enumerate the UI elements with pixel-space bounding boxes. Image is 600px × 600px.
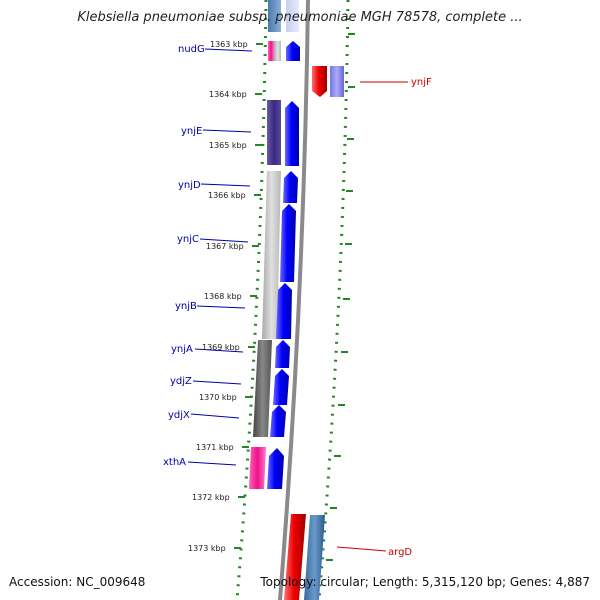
gene-ynjF[interactable]	[312, 66, 344, 97]
gene-ynjB-arrow[interactable]	[276, 283, 292, 339]
ruler-tick-label: 1364 kbp	[209, 90, 247, 99]
gene-xthA-block-pink	[249, 447, 266, 489]
feature-block-top-steel	[268, 0, 281, 32]
gene-ynjE-arrow	[285, 101, 299, 166]
map-title: Klebsiella pneumoniae subsp. pneumoniae …	[77, 10, 523, 25]
gene-argD[interactable]	[284, 514, 325, 600]
gene-label-argD[interactable]: argD	[388, 547, 412, 558]
gene-label-ynjB[interactable]: ynjB	[175, 301, 197, 312]
gene-labels: nudG ynjF ynjE ynjD ynjC ynjB ynjA ydjZ …	[163, 44, 432, 558]
ruler-tick-label: 1371 kbp	[196, 443, 234, 452]
gene-ynjF-arrow	[312, 66, 327, 97]
ruler-tick-label: 1372 kbp	[192, 493, 230, 502]
ruler-tick-label: 1365 kbp	[209, 141, 247, 150]
gene-ynjE-block-purple	[267, 100, 281, 165]
gene-ynjF-block-lavender	[330, 66, 344, 97]
ruler-tick-label: 1367 kbp	[206, 242, 244, 251]
gene-label-leaders	[187, 48, 408, 552]
gene-ynjD-arrow[interactable]	[283, 171, 298, 203]
gene-label-ynjF[interactable]: ynjF	[411, 77, 432, 88]
gene-nudG[interactable]	[268, 41, 300, 61]
ruler-tick-label: 1366 kbp	[208, 191, 246, 200]
gene-xthA[interactable]	[249, 447, 284, 489]
gene-label-ynjD[interactable]: ynjD	[178, 180, 201, 191]
gene-label-ynjA[interactable]: ynjA	[171, 344, 193, 355]
ruler-labels: 1363 kbp 1364 kbp 1365 kbp 1366 kbp 1367…	[188, 40, 248, 553]
topology-text: Topology: circular; Length: 5,315,120 bp…	[260, 575, 590, 589]
ruler-tick-label: 1368 kbp	[204, 292, 242, 301]
gene-ynjD-ynjB-cluster	[262, 171, 298, 339]
accession-text: Accession: NC_009648	[9, 575, 146, 589]
gene-argD-block-steel	[304, 515, 325, 600]
gene-ynjA-arrow[interactable]	[275, 340, 290, 368]
gene-ynjA-ydjX-cluster	[253, 340, 290, 437]
right-ruler-ticks	[326, 33, 355, 561]
gene-label-nudG[interactable]: nudG	[178, 44, 205, 55]
ruler-tick-label: 1370 kbp	[199, 393, 237, 402]
gene-ydjX-arrow[interactable]	[270, 405, 286, 437]
gene-ydjZ-arrow[interactable]	[273, 369, 289, 405]
ruler-tick-label: 1369 kbp	[202, 343, 240, 352]
feature-block-top-pale	[286, 0, 299, 32]
ruler-tick-label: 1363 kbp	[210, 40, 248, 49]
gene-label-xthA[interactable]: xthA	[163, 457, 186, 468]
gene-nudG-block-pink	[268, 41, 274, 61]
gene-cluster-light-block	[262, 171, 281, 339]
gene-label-ynjE[interactable]: ynjE	[181, 126, 202, 137]
gene-ynjC-arrow[interactable]	[280, 204, 296, 282]
left-ruler-ticks	[234, 43, 263, 549]
gene-label-ynjC[interactable]: ynjC	[177, 234, 199, 245]
gene-label-ydjX[interactable]: ydjX	[168, 410, 190, 421]
gene-nudG-arrow	[286, 41, 300, 61]
gene-argD-arrow	[284, 514, 306, 600]
gene-cluster-dark-block	[253, 340, 272, 437]
ruler-tick-label: 1373 kbp	[188, 544, 226, 553]
gene-nudG-block-light	[274, 41, 281, 61]
gene-label-ydjZ[interactable]: ydjZ	[170, 376, 192, 387]
genome-backbone	[278, 0, 310, 600]
gene-xthA-arrow	[267, 448, 284, 489]
gene-ynjE[interactable]	[267, 100, 299, 166]
